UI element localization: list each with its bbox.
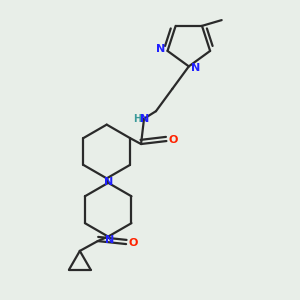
Text: O: O (169, 135, 178, 146)
Text: H: H (134, 114, 142, 124)
Text: N: N (156, 44, 166, 54)
Text: O: O (129, 238, 138, 248)
Text: N: N (103, 177, 113, 187)
Text: N: N (105, 236, 114, 245)
Text: N: N (140, 114, 149, 124)
Text: N: N (191, 63, 200, 73)
